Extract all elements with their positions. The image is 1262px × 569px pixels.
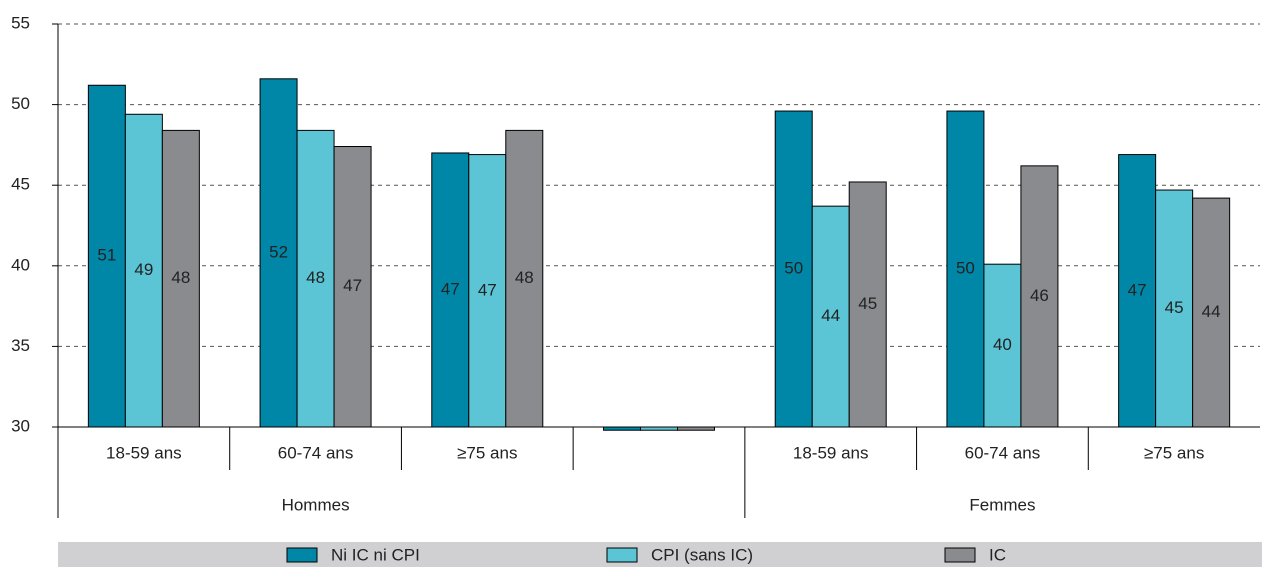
legend-label: Ni IC ni CPI [331,545,420,564]
value-label: 52 [269,242,288,261]
value-label: 48 [306,268,325,287]
y-tick-label: 40 [11,255,30,274]
value-label: 50 [784,259,803,278]
value-label: 44 [1202,302,1221,321]
value-label: 40 [993,335,1012,354]
bar [468,154,507,428]
bar [431,152,470,428]
y-tick-label: 50 [11,94,30,113]
value-label: 45 [858,294,877,313]
value-label: 45 [1165,298,1184,317]
value-label: 44 [821,306,840,325]
legend-swatch [286,547,318,563]
x-tick-label: 60-74 ans [965,443,1041,462]
legend-label: IC [989,545,1006,564]
bar [1020,165,1059,428]
legend-label: CPI (sans IC) [651,545,753,564]
bar [333,146,372,428]
x-tick-label: 60-74 ans [278,443,354,462]
bar [848,181,887,428]
group-label: Femmes [969,495,1035,514]
value-label: 47 [441,279,460,298]
y-tick-label: 35 [11,336,30,355]
value-label: 48 [171,268,190,287]
value-label: 48 [515,268,534,287]
value-label: 51 [97,246,116,265]
bar [505,129,544,428]
value-label: 46 [1030,286,1049,305]
group-label: Hommes [282,495,350,514]
value-label: 49 [134,260,153,279]
x-tick-label: 18-59 ans [106,443,182,462]
bar [1192,197,1231,428]
y-tick-label: 55 [11,13,30,32]
value-label: 50 [956,259,975,278]
bar [774,110,813,428]
bar [161,129,200,428]
legend-swatch [606,547,638,563]
bar [811,205,850,428]
legend-background [58,542,1262,567]
legend-swatch [944,547,976,563]
value-label: 47 [478,280,497,299]
x-tick-label: ≥75 ans [457,443,517,462]
y-tick-label: 30 [11,416,30,435]
value-label: 47 [343,276,362,295]
y-tick-label: 45 [11,175,30,194]
x-tick-label: 18-59 ans [793,443,869,462]
value-label: 47 [1128,280,1147,299]
x-tick-label: ≥75 ans [1144,443,1204,462]
bar [983,263,1022,428]
